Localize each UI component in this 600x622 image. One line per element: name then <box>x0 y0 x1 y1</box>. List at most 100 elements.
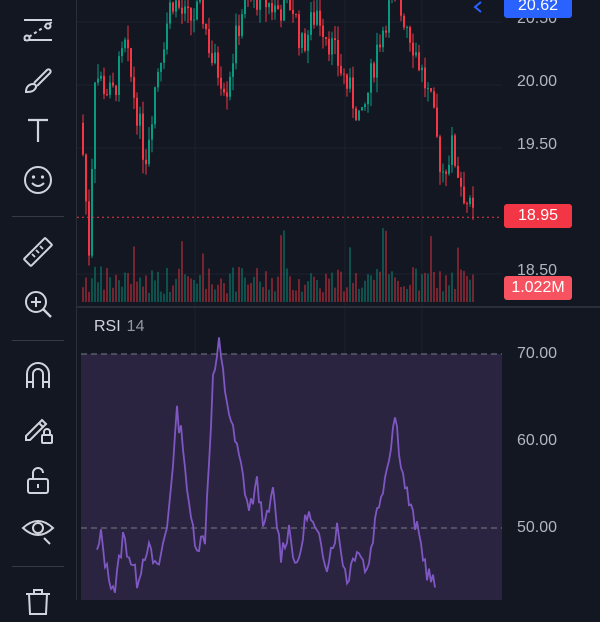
volume-bar <box>301 292 303 302</box>
volume-bar <box>418 291 420 302</box>
candle-body <box>415 52 417 55</box>
toolbar-separator <box>12 340 64 341</box>
volume-bar <box>196 284 198 302</box>
candle-body <box>160 63 162 72</box>
rsi-tick: 50.00 <box>517 519 557 537</box>
candle-body <box>298 14 300 48</box>
candle-body <box>190 8 192 20</box>
volume-bar <box>256 268 258 302</box>
volume-bar <box>463 271 465 302</box>
volume-bar <box>319 288 321 302</box>
volume-bar <box>157 272 159 302</box>
volume-bar <box>154 280 156 302</box>
candle-body <box>139 114 141 126</box>
candle-body <box>196 2 198 20</box>
candle-body <box>148 140 150 164</box>
candle-body <box>199 0 201 2</box>
candle-body <box>229 77 231 97</box>
volume-bar <box>397 281 399 302</box>
volume-bar <box>169 292 171 302</box>
volume-bar <box>457 248 459 302</box>
volume-bar <box>142 287 144 302</box>
measure-tool[interactable] <box>14 230 62 274</box>
volume-bar <box>151 270 153 302</box>
volume-bar <box>190 278 192 302</box>
candle-body <box>166 24 168 50</box>
candle-body <box>472 198 474 208</box>
candle-body <box>235 26 237 64</box>
volume-bar <box>349 247 351 302</box>
volume-bar <box>238 267 240 302</box>
candle-body <box>100 76 102 79</box>
zoom-in-tool[interactable] <box>14 282 62 326</box>
candle-body <box>424 68 426 89</box>
candle-body <box>91 169 93 256</box>
volume-bar <box>112 288 114 302</box>
top-price-tag: 20.62 <box>504 0 572 18</box>
candle-body <box>409 27 411 43</box>
volume-bar <box>292 290 294 302</box>
candle-body <box>280 9 282 20</box>
volume-bar <box>355 273 357 302</box>
volume-bar <box>259 282 261 302</box>
volume-bar <box>118 280 120 302</box>
candle-body <box>214 52 216 63</box>
volume-bar <box>277 277 279 302</box>
text-tool[interactable] <box>14 108 62 152</box>
volume-bar <box>298 279 300 302</box>
candle-body <box>334 38 336 40</box>
volume-bar <box>367 274 369 302</box>
emoji-tool-icon <box>20 162 56 198</box>
volume-bar <box>322 292 324 302</box>
volume-bar <box>172 285 174 302</box>
hide-drawings-tool[interactable] <box>14 506 62 550</box>
volume-bar <box>376 269 378 302</box>
candle-body <box>118 56 120 95</box>
volume-bar <box>451 273 453 302</box>
candle-body <box>130 48 132 77</box>
candle-body <box>418 52 420 70</box>
remove-drawings-tool[interactable] <box>14 578 62 622</box>
candle-body <box>136 98 138 126</box>
lock-drawing-icon <box>20 410 56 446</box>
candle-body <box>184 6 186 13</box>
volume-bar <box>370 275 372 302</box>
volume-bar <box>148 293 150 302</box>
candle-body <box>385 31 387 33</box>
candle-body <box>367 93 369 104</box>
zoom-in-icon <box>20 286 56 322</box>
chart-area[interactable]: 20.50 20.00 19.50 18.50 20.62 18.95 1.02… <box>77 0 600 600</box>
volume-bar <box>409 285 411 302</box>
volume-bar <box>226 293 228 302</box>
candle-body <box>442 172 444 173</box>
candle-body <box>463 187 465 204</box>
candle-body <box>325 37 327 39</box>
candle-body <box>181 8 183 14</box>
volume-bar <box>214 289 216 302</box>
volume-bar <box>106 268 108 302</box>
candle-body <box>310 12 312 35</box>
candle-body <box>277 5 279 9</box>
volume-bar <box>364 281 366 302</box>
volume-bar <box>250 283 252 302</box>
volume-bar <box>385 231 387 302</box>
candle-body <box>121 48 123 56</box>
volume-bar <box>415 269 417 302</box>
volume-bar <box>109 277 111 302</box>
volume-bar <box>391 271 393 302</box>
volume-bar <box>145 276 147 302</box>
brush-tool[interactable] <box>14 58 62 102</box>
trend-line-tool[interactable] <box>14 8 62 52</box>
volume-bar <box>343 291 345 302</box>
magnet-tool[interactable] <box>14 354 62 398</box>
volume-bar <box>184 274 186 302</box>
lock-drawing-tool[interactable] <box>14 406 62 450</box>
candle-body <box>103 76 105 94</box>
volume-bar <box>160 292 162 302</box>
candle-body <box>202 0 204 24</box>
volume-bar <box>88 292 90 302</box>
candle-body <box>220 78 222 89</box>
emoji-tool[interactable] <box>14 158 62 202</box>
lock-all-tool[interactable] <box>14 458 62 502</box>
